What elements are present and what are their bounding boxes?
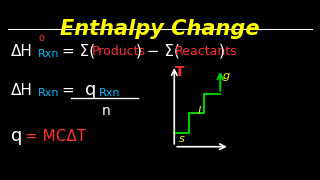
Text: = Σ(: = Σ( (62, 44, 95, 59)
Text: Enthalpy Change: Enthalpy Change (60, 19, 260, 39)
Text: Reactants: Reactants (174, 44, 237, 58)
Text: T: T (175, 65, 185, 79)
Text: Rxn: Rxn (99, 88, 121, 98)
Text: Products: Products (92, 44, 146, 58)
Text: Rxn: Rxn (38, 49, 60, 59)
Text: g: g (222, 71, 230, 81)
Text: q: q (11, 127, 22, 145)
Text: l: l (198, 106, 201, 116)
Text: = MCΔT: = MCΔT (25, 129, 86, 144)
Text: s: s (179, 134, 185, 144)
Text: =: = (62, 82, 75, 98)
Text: q: q (85, 81, 97, 99)
Text: ΔH: ΔH (11, 82, 33, 98)
Text: ): ) (219, 44, 225, 59)
Text: n: n (101, 104, 110, 118)
Text: ΔH: ΔH (11, 44, 33, 59)
Text: Rxn: Rxn (38, 88, 60, 98)
Text: o: o (39, 33, 45, 43)
Text: ) − Σ(: ) − Σ( (136, 44, 180, 59)
